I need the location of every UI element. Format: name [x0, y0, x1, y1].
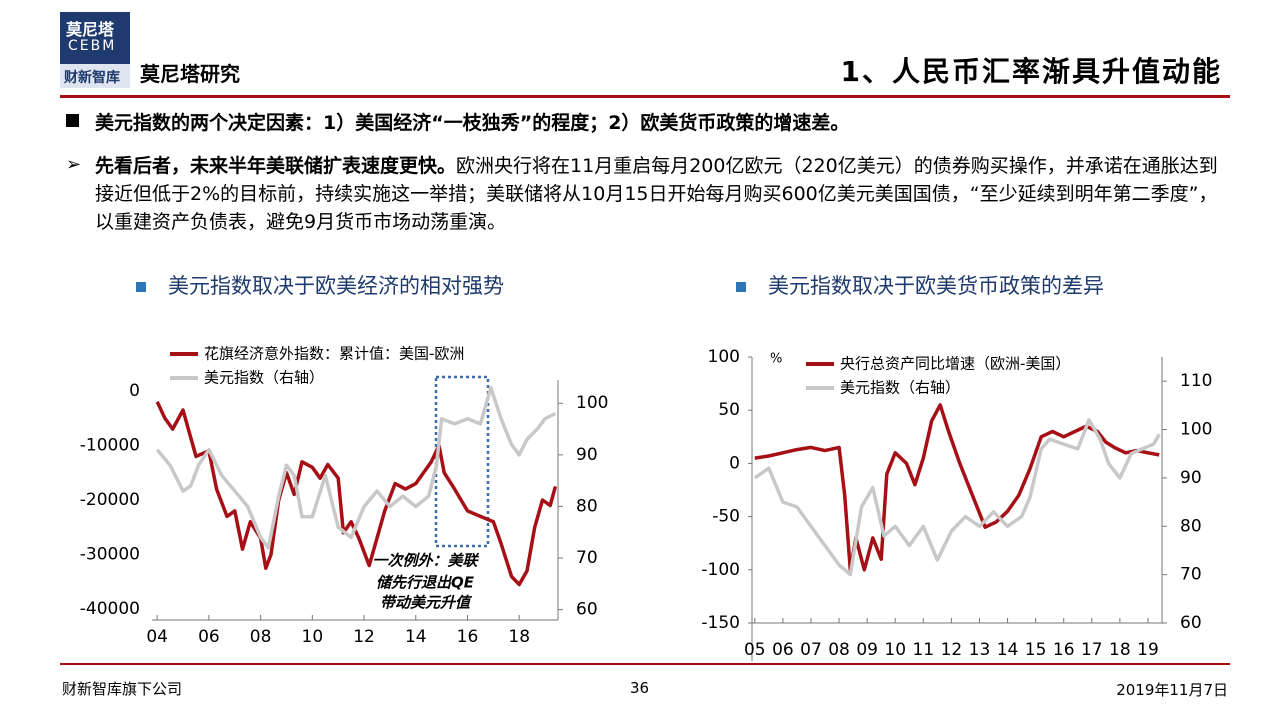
x-tick-label: 12 — [941, 640, 963, 660]
series-line — [155, 385, 557, 550]
y-tick-label: 100 — [708, 347, 740, 367]
paragraph-bold: 先看后者，未来半年美联储扩表速度更快。 — [95, 155, 457, 177]
arrow-mark: ➢ — [66, 154, 82, 175]
y-tick-label: -100 — [701, 560, 740, 580]
logo-bottom: 财新智库 — [64, 70, 120, 86]
y-unit: % — [770, 352, 782, 367]
brand: 莫尼塔研究 — [140, 62, 240, 86]
highlight-box — [434, 375, 490, 548]
logo: 莫尼塔 CEBM 财新智库 — [60, 12, 130, 88]
y-tick-label: -20000 — [80, 490, 140, 510]
footer-date: 2019年11月7日 — [1116, 681, 1228, 699]
page-number: 36 — [630, 679, 650, 697]
x-tick-label: 10 — [302, 627, 324, 647]
x-tick-label: 09 — [856, 640, 878, 660]
y2-tick-label: 60 — [576, 600, 598, 620]
x-tick-label: 15 — [1025, 640, 1047, 660]
x-tick-label: 04 — [146, 627, 168, 647]
x-tick-label: 12 — [353, 627, 375, 647]
title-marker — [736, 282, 746, 292]
x-tick-label: 16 — [457, 627, 479, 647]
x-tick-label: 06 — [772, 640, 794, 660]
annotation: 带动美元升值 — [380, 594, 473, 612]
header-rule — [60, 95, 1230, 98]
x-tick-label: 18 — [508, 627, 530, 647]
y2-tick-label: 70 — [1180, 565, 1202, 585]
x-tick-label: 08 — [250, 627, 272, 647]
y2-tick-label: 70 — [576, 548, 598, 568]
y-tick-label: -50 — [712, 507, 740, 527]
x-tick-label: 06 — [198, 627, 220, 647]
footer-rule — [60, 663, 1230, 665]
y2-tick-label: 80 — [1180, 516, 1202, 536]
chart-title: 美元指数取决于欧美货币政策的差异 — [768, 274, 1104, 298]
x-tick-label: 16 — [1053, 640, 1075, 660]
footer-left: 财新智库旗下公司 — [62, 680, 183, 698]
slide-title: 1、人民币汇率渐具升值动能 — [840, 55, 1222, 88]
y-tick-label: 50 — [718, 400, 740, 420]
paragraph-text: 欧洲央行将在11月重启每月200亿欧元（220亿美元）的债券购买操作，并承诺在通… — [95, 155, 1218, 233]
legend-label: 央行总资产同比增速（欧洲-美国） — [840, 355, 1070, 373]
bullet: 美元指数的两个决定因素：1）美国经济“一枝独秀”的程度；2）欧美货币政策的增速差… — [95, 112, 850, 134]
series-line — [753, 418, 1161, 577]
y-tick-label: -10000 — [80, 435, 140, 455]
y2-tick-label: 80 — [576, 496, 598, 516]
x-tick-label: 19 — [1137, 640, 1159, 660]
x-tick-label: 14 — [405, 627, 427, 647]
x-tick-label: 13 — [969, 640, 991, 660]
y2-tick-label: 110 — [1180, 371, 1212, 391]
x-tick-label: 18 — [1109, 640, 1131, 660]
series-line — [754, 403, 1160, 572]
legend-label: 美元指数（右轴） — [204, 369, 324, 387]
x-tick-label: 08 — [828, 640, 850, 660]
legend-label: 美元指数（右轴） — [840, 379, 960, 397]
legend-label: 花旗经济意外指数：累计值：美国-欧洲 — [204, 345, 464, 363]
y2-tick-label: 100 — [1180, 420, 1212, 440]
annotation: 一次例外：美联 — [372, 552, 479, 570]
x-tick-label: 10 — [884, 640, 906, 660]
x-tick-label: 17 — [1081, 640, 1103, 660]
series-line — [155, 401, 558, 587]
y2-tick-label: 100 — [576, 393, 608, 413]
chart-title: 美元指数取决于欧美经济的相对强势 — [168, 274, 504, 298]
y2-tick-label: 90 — [1180, 468, 1202, 488]
y-tick-label: 0 — [729, 453, 740, 473]
y2-tick-label: 90 — [576, 445, 598, 465]
annotation: 储先行退出QE — [376, 574, 475, 592]
y-tick-label: -30000 — [80, 545, 140, 565]
y-tick-label: 0 — [129, 381, 140, 401]
logo-top: 莫尼塔 — [66, 20, 115, 39]
y-tick-label: -40000 — [80, 599, 140, 619]
logo-mid: CEBM — [68, 38, 117, 54]
title-marker — [136, 282, 146, 292]
x-tick-label: 05 — [744, 640, 766, 660]
x-tick-label: 14 — [997, 640, 1019, 660]
paragraph: 先看后者，未来半年美联储扩表速度更快。欧洲央行将在11月重启每月200亿欧元（2… — [95, 152, 1220, 236]
y2-tick-label: 60 — [1180, 613, 1202, 633]
logo-band — [60, 64, 130, 88]
bullet-mark — [66, 114, 79, 127]
x-tick-label: 07 — [800, 640, 822, 660]
x-tick-label: 11 — [912, 640, 934, 660]
y-tick-label: -150 — [701, 613, 740, 633]
